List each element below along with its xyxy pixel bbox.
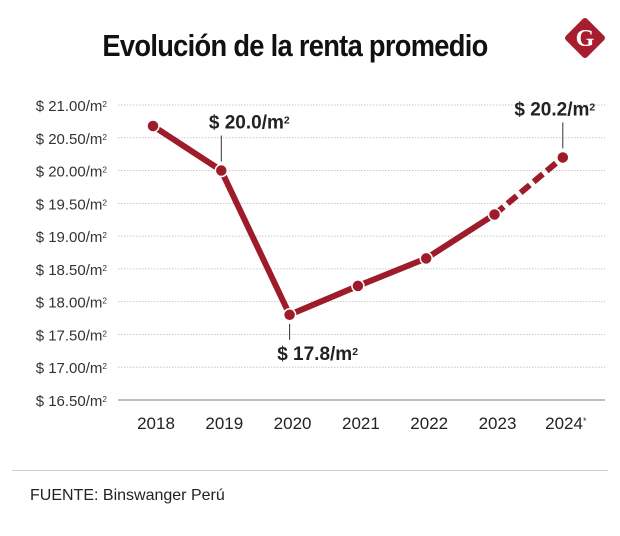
data-label: $ 17.8/m2 bbox=[277, 344, 358, 365]
line-segment bbox=[218, 169, 293, 317]
data-point bbox=[282, 308, 297, 322]
line-segment bbox=[356, 255, 428, 289]
data-point bbox=[146, 119, 160, 133]
data-label: $ 20.2/m2 bbox=[514, 99, 595, 120]
chart-title: Evolución de la renta promedio bbox=[102, 28, 488, 63]
y-tick-label: $ 17.50/m2 bbox=[36, 327, 108, 344]
line-segment bbox=[288, 283, 360, 318]
y-tick-label: $ 18.00/m2 bbox=[36, 295, 108, 312]
line-chart: $ 21.00/m2 $ 20.50/m2 $ 20.00/m2 $ 19.50/m2… bbox=[36, 98, 605, 433]
y-tick-label: $ 20.00/m2 bbox=[36, 164, 108, 181]
source-note: FUENTE: Binswanger Perú bbox=[30, 487, 225, 504]
y-tick-label: $ 21.00/m2 bbox=[36, 98, 108, 115]
data-point bbox=[419, 251, 433, 266]
data-label: $ 20.0/m2 bbox=[209, 113, 290, 134]
x-tick-label: 2023 bbox=[479, 414, 517, 433]
data-point bbox=[351, 279, 365, 293]
divider bbox=[12, 470, 608, 471]
x-tick-label: 2024* bbox=[545, 414, 587, 433]
y-tick-label: $ 19.50/m2 bbox=[36, 196, 108, 213]
logo-letter: G bbox=[576, 26, 595, 52]
y-tick-label: $ 17.00/m2 bbox=[36, 360, 108, 377]
line-segment bbox=[151, 123, 223, 174]
line-segment bbox=[424, 211, 497, 261]
x-tick-label: 2019 bbox=[205, 414, 243, 433]
y-tick-label: $ 20.50/m2 bbox=[36, 131, 108, 148]
x-tick-label: 2020 bbox=[274, 414, 312, 433]
logo-g-icon: G bbox=[565, 18, 605, 58]
data-point bbox=[556, 150, 570, 165]
y-tick-label: $ 16.50/m2 bbox=[36, 393, 108, 410]
line-segment bbox=[492, 155, 565, 217]
y-tick-label: $ 19.00/m2 bbox=[36, 229, 108, 246]
y-tick-label: $ 18.50/m2 bbox=[36, 262, 108, 279]
x-tick-label: 2022 bbox=[410, 414, 448, 433]
x-tick-label: 2021 bbox=[342, 414, 380, 433]
data-point bbox=[487, 207, 502, 222]
data-point bbox=[214, 163, 229, 178]
logo-diamond bbox=[565, 18, 605, 58]
x-tick-label: 2018 bbox=[137, 414, 175, 433]
